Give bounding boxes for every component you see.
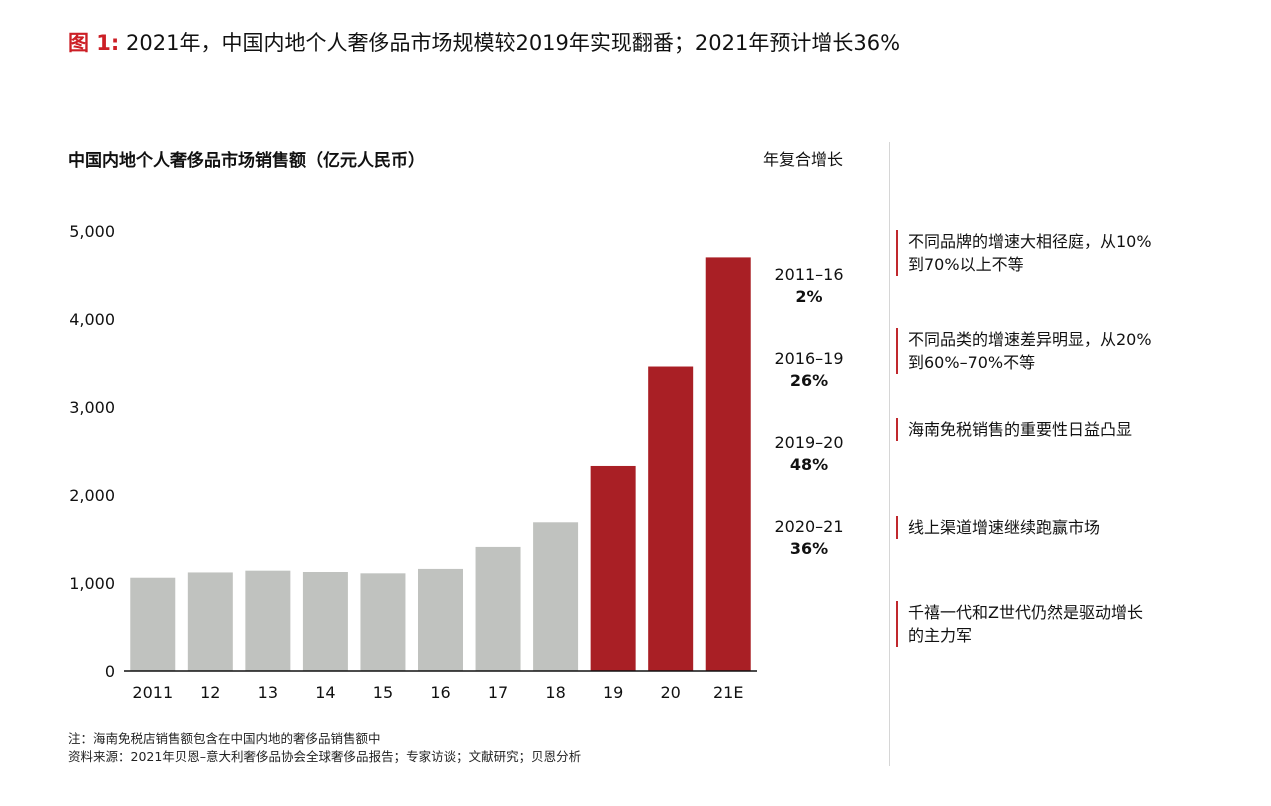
cagr-item-2016-19: 2016–19 26% [756, 348, 862, 392]
chart-title: 中国内地个人奢侈品市场销售额（亿元人民币） [68, 151, 425, 171]
bar-20 [648, 366, 694, 671]
footnote-note: 注：海南免税店销售额包含在中国内地的奢侈品销售额中 [68, 731, 381, 746]
vertical-divider [889, 142, 890, 766]
y-tick-label: 0 [105, 662, 115, 681]
cagr-rate: 36% [789, 539, 829, 558]
cagr-period: 2016–19 [774, 349, 844, 368]
note-brand-growth: 不同品牌的增速大相径庭，从10%到70%以上不等 [896, 230, 1158, 276]
bar-21E [705, 257, 751, 671]
y-tick-label: 1,000 [69, 574, 115, 593]
footnote: 注：海南免税店销售额包含在中国内地的奢侈品销售额中 资料来源：2021年贝恩–意… [68, 730, 581, 766]
note-hainan-duty-free: 海南免税销售的重要性日益凸显 [896, 418, 1158, 441]
x-tick-label: 19 [603, 683, 623, 702]
y-tick-label: 3,000 [69, 398, 115, 417]
footnote-source: 资料来源：2021年贝恩–意大利奢侈品协会全球奢侈品报告；专家访谈；文献研究；贝… [68, 749, 582, 764]
figure-label: 图 1: [68, 31, 120, 55]
y-tick-label: 4,000 [69, 310, 115, 329]
x-tick-label: 18 [545, 683, 565, 702]
bar-13 [245, 570, 291, 671]
figure-title: 图 1: 2021年，中国内地个人奢侈品市场规模较2019年实现翻番；2021年… [68, 27, 900, 57]
note-millennials-genz: 千禧一代和Z世代仍然是驱动增长的主力军 [896, 601, 1158, 647]
note-text: 不同品类的增速差异明显，从20%到60%–70%不等 [908, 330, 1152, 372]
x-tick-label: 12 [200, 683, 220, 702]
bar-15 [360, 573, 406, 671]
bar-12 [187, 572, 233, 671]
cagr-rate: 48% [789, 455, 829, 474]
x-tick-label: 21E [713, 683, 743, 702]
cagr-rate: 2% [795, 287, 823, 306]
note-text: 不同品牌的增速大相径庭，从10%到70%以上不等 [908, 232, 1152, 274]
cagr-item-2020-21: 2020–21 36% [756, 516, 862, 560]
note-text: 线上渠道增速继续跑赢市场 [908, 518, 1101, 537]
bar-2011 [130, 577, 176, 671]
x-tick-label: 15 [373, 683, 393, 702]
x-tick-label: 16 [430, 683, 450, 702]
cagr-item-2011-16: 2011–16 2% [756, 264, 862, 308]
note-text: 海南免税销售的重要性日益凸显 [908, 420, 1133, 439]
bar-chart: 0 1,000 2,000 3,000 4,000 5,000 2011 12 13 14 15 16… [69, 222, 757, 702]
bar-17 [475, 546, 521, 671]
bar-18 [533, 522, 579, 671]
cagr-period: 2020–21 [774, 517, 844, 536]
cagr-period: 2019–20 [774, 433, 844, 452]
note-online-channel: 线上渠道增速继续跑赢市场 [896, 516, 1158, 539]
cagr-item-2019-20: 2019–20 48% [756, 432, 862, 476]
x-tick-label: 20 [661, 683, 681, 702]
x-tick-label: 17 [488, 683, 508, 702]
cagr-title: 年复合增长 [763, 150, 844, 169]
bar-14 [302, 572, 348, 671]
bar-16 [418, 568, 463, 671]
x-tick-label: 13 [258, 683, 278, 702]
x-tick-label: 14 [315, 683, 335, 702]
note-category-growth: 不同品类的增速差异明显，从20%到60%–70%不等 [896, 328, 1158, 374]
cagr-period: 2011–16 [774, 265, 844, 284]
cagr-rate: 26% [789, 371, 829, 390]
figure-title-text: 2021年，中国内地个人奢侈品市场规模较2019年实现翻番；2021年预计增长3… [126, 31, 901, 55]
y-tick-label: 5,000 [69, 222, 115, 241]
x-tick-label: 2011 [132, 683, 173, 702]
bar-19 [590, 465, 636, 671]
y-tick-label: 2,000 [69, 486, 115, 505]
note-text: 千禧一代和Z世代仍然是驱动增长的主力军 [908, 603, 1143, 645]
